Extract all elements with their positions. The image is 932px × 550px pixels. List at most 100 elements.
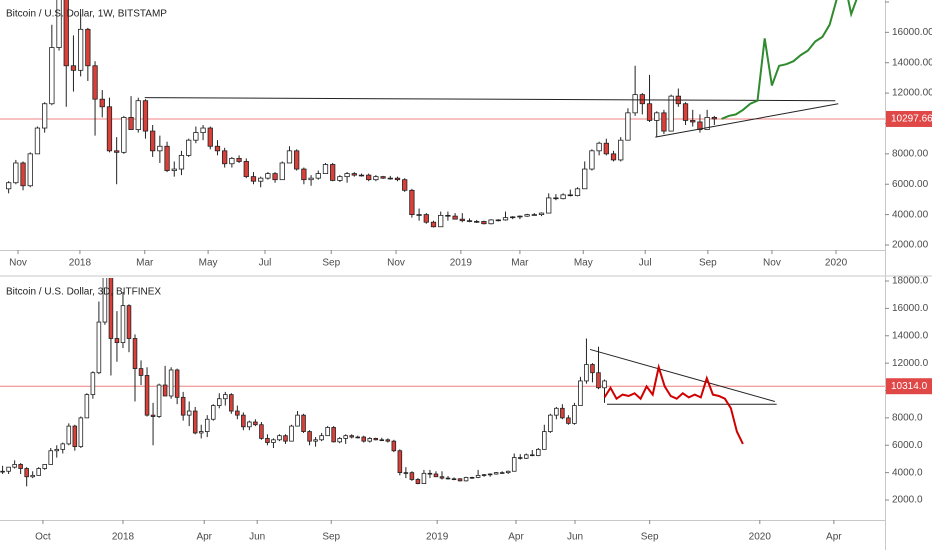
candle-body [63, 0, 69, 67]
x-tick-label: 2019 [450, 258, 473, 269]
candle-body [394, 177, 401, 181]
candle-body [387, 177, 393, 180]
candle-body [542, 431, 547, 450]
x-tick-label: 2018 [69, 258, 92, 269]
candle-body [243, 161, 249, 178]
candle-body [178, 154, 185, 170]
candle-body [574, 188, 581, 197]
candle-body [96, 321, 102, 374]
candle-body [397, 450, 403, 474]
candle-body [439, 476, 445, 479]
candle-body [126, 305, 132, 339]
candle-body [578, 380, 583, 406]
candle-body [322, 164, 329, 175]
price-label: 10297.66 [891, 114, 932, 125]
candle-body [505, 470, 511, 474]
candle-body [531, 214, 537, 216]
candle-body [60, 443, 66, 450]
y-tick-label: 12000.0 [892, 358, 929, 369]
candle-body [222, 150, 228, 165]
candle-body [108, 278, 114, 339]
x-tick-label: Sep [641, 532, 659, 543]
y-tick-label: 12000.00 [892, 88, 932, 99]
candle-body [554, 407, 559, 416]
candle-body [135, 100, 141, 130]
candle-body [493, 472, 499, 475]
candle-body [523, 454, 529, 459]
candle-body [84, 394, 90, 419]
candle-body [241, 414, 246, 428]
candle-body [12, 464, 17, 468]
candle-body [445, 477, 451, 480]
chart-title: Bitcoin / U.S. Dollar, 1W, BITSTAMP [6, 9, 167, 20]
candle-body [358, 174, 365, 177]
y-tick-label: 14000.00 [892, 57, 932, 68]
candle-body [36, 468, 41, 476]
candle-body [403, 472, 409, 474]
candle-body [433, 473, 439, 478]
candle-body [499, 472, 505, 474]
candle-body [331, 427, 336, 443]
price-label-box [886, 110, 932, 127]
candle-body [180, 396, 186, 416]
candle-body [517, 457, 523, 459]
candle-body [279, 162, 285, 181]
candle-body [481, 474, 487, 476]
candle-body [42, 103, 48, 129]
candle-body [144, 375, 150, 416]
candle-body [24, 468, 29, 478]
candle-body [54, 448, 60, 452]
candle-body [6, 182, 12, 190]
candle-body [66, 425, 72, 445]
candle-body [13, 162, 19, 184]
candle-body [49, 47, 55, 105]
candle-body [546, 197, 552, 214]
candle-body [156, 384, 162, 417]
candle-body [193, 132, 199, 141]
candle-body [445, 214, 451, 217]
candle-body [511, 457, 517, 472]
candle-body [150, 130, 156, 152]
price-label: 10314.0 [891, 381, 928, 392]
candle-body [198, 431, 204, 434]
candle-body [690, 120, 696, 123]
x-tick-label: Jun [249, 532, 265, 543]
candle-body [138, 368, 144, 376]
candle-body [366, 174, 372, 181]
trendline [589, 348, 775, 402]
candle-body [164, 145, 170, 171]
candle-body [308, 177, 314, 181]
x-tick-label: May [574, 258, 593, 269]
candle-body [423, 214, 429, 223]
candle-body [78, 28, 84, 71]
candle-body [283, 435, 288, 442]
candle-body [459, 218, 465, 222]
candle-body [168, 369, 174, 397]
candle-body [258, 177, 264, 182]
candle-body [682, 103, 689, 121]
candle-body [186, 139, 192, 156]
candle-body [517, 215, 523, 218]
candle-body [56, 0, 62, 48]
candle-body [344, 173, 350, 178]
x-tick-label: Nov [9, 258, 27, 269]
candle-body [457, 478, 463, 482]
candle-body [415, 479, 421, 484]
x-tick-label: Jun [567, 532, 583, 543]
candle-body [34, 127, 41, 155]
x-tick-label: May [199, 258, 218, 269]
candle-body [584, 364, 589, 382]
candle-body [217, 398, 222, 406]
candle-body [229, 158, 235, 165]
candle-body [463, 477, 469, 482]
candle-body [42, 464, 47, 469]
candle-body [271, 439, 276, 443]
x-tick-label: Jul [259, 258, 272, 269]
candle-body [349, 435, 354, 438]
candle-body [171, 168, 177, 171]
candle-body [495, 219, 501, 222]
candle-body [27, 153, 33, 187]
candle-body [536, 448, 541, 456]
candle-body [697, 121, 703, 130]
